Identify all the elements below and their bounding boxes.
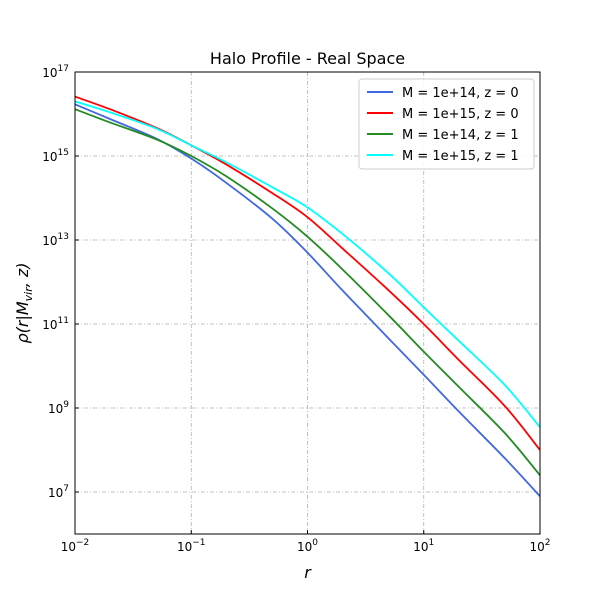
chart-title: Halo Profile - Real Space xyxy=(210,49,405,68)
axis-ticks: 10−2 10−1 100 101 102 107 109 1011 1013 1015 1017 xyxy=(42,64,550,554)
y-tick-label: 109 xyxy=(48,400,69,416)
x-tick-label: 102 xyxy=(529,538,550,554)
series-lines xyxy=(74,95,541,497)
x-axis-label: r xyxy=(304,563,312,582)
x-tick-label: 100 xyxy=(297,538,318,554)
legend-entry: M = 1e+14, z = 0 xyxy=(402,86,519,101)
legend-entry: M = 1e+14, z = 1 xyxy=(402,128,519,143)
y-tick-label: 1015 xyxy=(42,148,69,164)
y-axis-label: ρ(r|Mvir, z) xyxy=(13,262,35,343)
y-tick-label: 1017 xyxy=(42,64,69,80)
legend-entry: M = 1e+15, z = 1 xyxy=(402,149,519,164)
series-line-4 xyxy=(74,100,541,428)
x-tick-label: 101 xyxy=(413,538,434,554)
y-tick-label: 1013 xyxy=(42,232,69,248)
y-tick-label: 107 xyxy=(48,484,69,500)
legend-box xyxy=(358,78,535,170)
y-tick-label: 1011 xyxy=(42,316,69,332)
x-tick-label: 10−2 xyxy=(61,538,90,554)
series-line-3 xyxy=(74,108,541,476)
x-tick-label: 10−1 xyxy=(177,538,206,554)
legend-entry: M = 1e+15, z = 0 xyxy=(402,107,519,122)
legend: M = 1e+14, z = 0 M = 1e+15, z = 0 M = 1e+1… xyxy=(358,78,535,170)
